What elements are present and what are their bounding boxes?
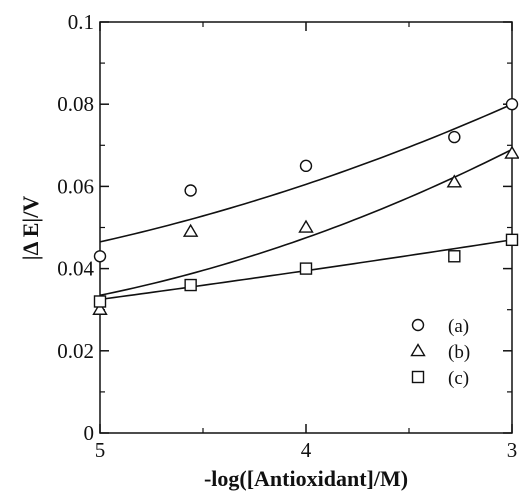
legend-marker-square: [411, 370, 425, 384]
data-point-triangle: [182, 223, 199, 237]
x-tick-label: 5: [95, 438, 106, 462]
data-point-square: [448, 250, 461, 263]
data-point-circle: [93, 250, 107, 263]
data-point-square: [299, 262, 313, 275]
data-point-circle: [299, 159, 313, 173]
data-point-circle: [448, 130, 461, 144]
data-point-circle: [505, 97, 519, 111]
y-tick-label: 0: [84, 421, 95, 445]
data-point-square: [93, 295, 107, 308]
legend-marker-triangle: [410, 343, 426, 357]
legend-label: (b): [448, 342, 470, 363]
y-tick-label: 0.06: [57, 174, 94, 198]
y-tick-label: 0.02: [57, 339, 94, 363]
data-point-square: [505, 233, 519, 247]
legend-label: (a): [448, 316, 469, 337]
data-point-square: [184, 278, 197, 292]
x-tick-label: 4: [301, 438, 312, 462]
data-point-triangle: [298, 219, 314, 233]
y-tick-label: 0.08: [57, 92, 94, 116]
y-tick-label: 0.1: [68, 10, 94, 34]
data-point-triangle: [92, 301, 108, 315]
x-axis-label: -log([Antioxidant]/M): [204, 466, 408, 491]
data-point-triangle: [446, 174, 463, 188]
y-axis-label: |Δ E|/V: [18, 196, 43, 261]
legend-label: (c): [448, 368, 469, 389]
fit-curve-triangle: [99, 148, 513, 297]
y-tick-label: 0.04: [57, 257, 94, 281]
x-tick-label: 3: [507, 438, 518, 462]
legend-marker-circle: [411, 318, 425, 332]
data-point-triangle: [504, 145, 519, 159]
fit-curve-circle: [99, 103, 513, 243]
data-point-circle: [184, 184, 197, 197]
